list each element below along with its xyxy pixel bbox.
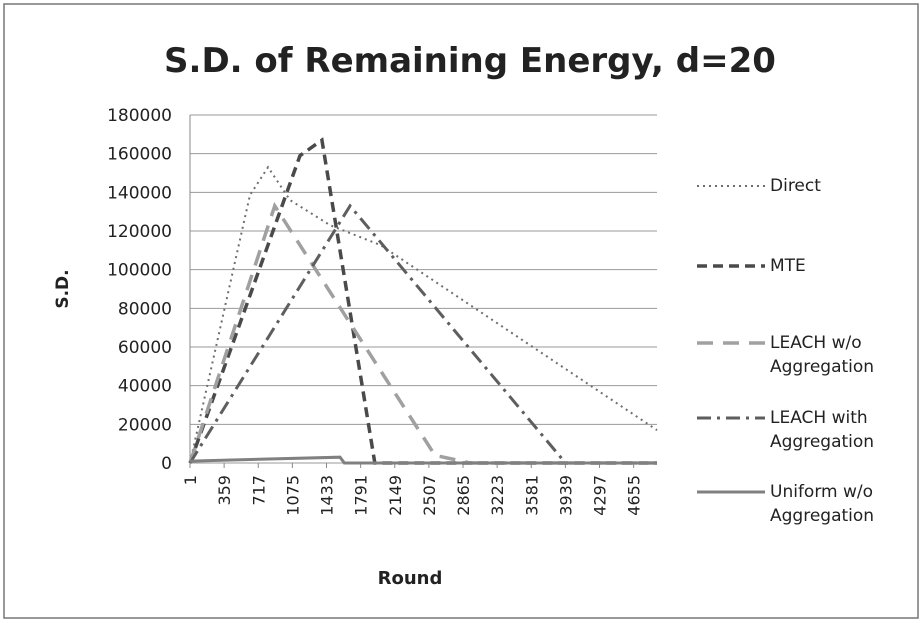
x-tick-label: 3581	[522, 475, 541, 516]
x-tick-label: 2507	[420, 475, 439, 516]
series-line	[188, 203, 657, 465]
x-axis-label: Round	[378, 568, 443, 589]
y-tick-label: 120000	[107, 222, 172, 242]
x-tick-label: 3939	[556, 475, 575, 516]
legend-label: LEACH w/o Aggregation	[770, 333, 875, 377]
x-tick-label: 4297	[591, 475, 610, 516]
series-line	[189, 455, 657, 465]
x-tick-label: 4655	[625, 475, 644, 516]
y-axis-label: S.D.	[53, 269, 73, 308]
y-tick-label: 160000	[107, 145, 172, 165]
x-tick-label: 2865	[454, 475, 473, 516]
y-tick-label: 0	[161, 454, 172, 474]
y-tick-label: 40000	[118, 377, 172, 397]
x-tick-label: 1075	[283, 475, 302, 516]
legend-label: Direct	[770, 176, 821, 196]
y-tick-label: 100000	[107, 261, 172, 281]
x-tick-label: 2149	[386, 475, 405, 516]
series-line	[189, 165, 658, 464]
x-tick-label: 359	[215, 475, 234, 506]
y-tick-label: 60000	[118, 338, 172, 358]
chart-title: S.D. of Remaining Energy, d=20	[164, 41, 776, 81]
x-tick-label: 717	[249, 475, 268, 506]
legend-label: LEACH with Aggregation	[770, 408, 875, 452]
series-line	[188, 137, 657, 465]
legend-label: Uniform w/o Aggregation	[770, 482, 875, 526]
x-tick-label: 1433	[318, 475, 337, 516]
y-tick-label: 140000	[107, 183, 172, 203]
x-tick-label: 1791	[352, 475, 371, 516]
legend-label: MTE	[770, 256, 806, 276]
x-tick-label: 1	[181, 475, 200, 485]
y-tick-label: 20000	[118, 415, 172, 435]
y-tick-label: 180000	[107, 106, 172, 126]
x-tick-label: 3223	[488, 475, 507, 516]
y-tick-label: 80000	[118, 299, 172, 319]
chart-border	[3, 3, 919, 619]
